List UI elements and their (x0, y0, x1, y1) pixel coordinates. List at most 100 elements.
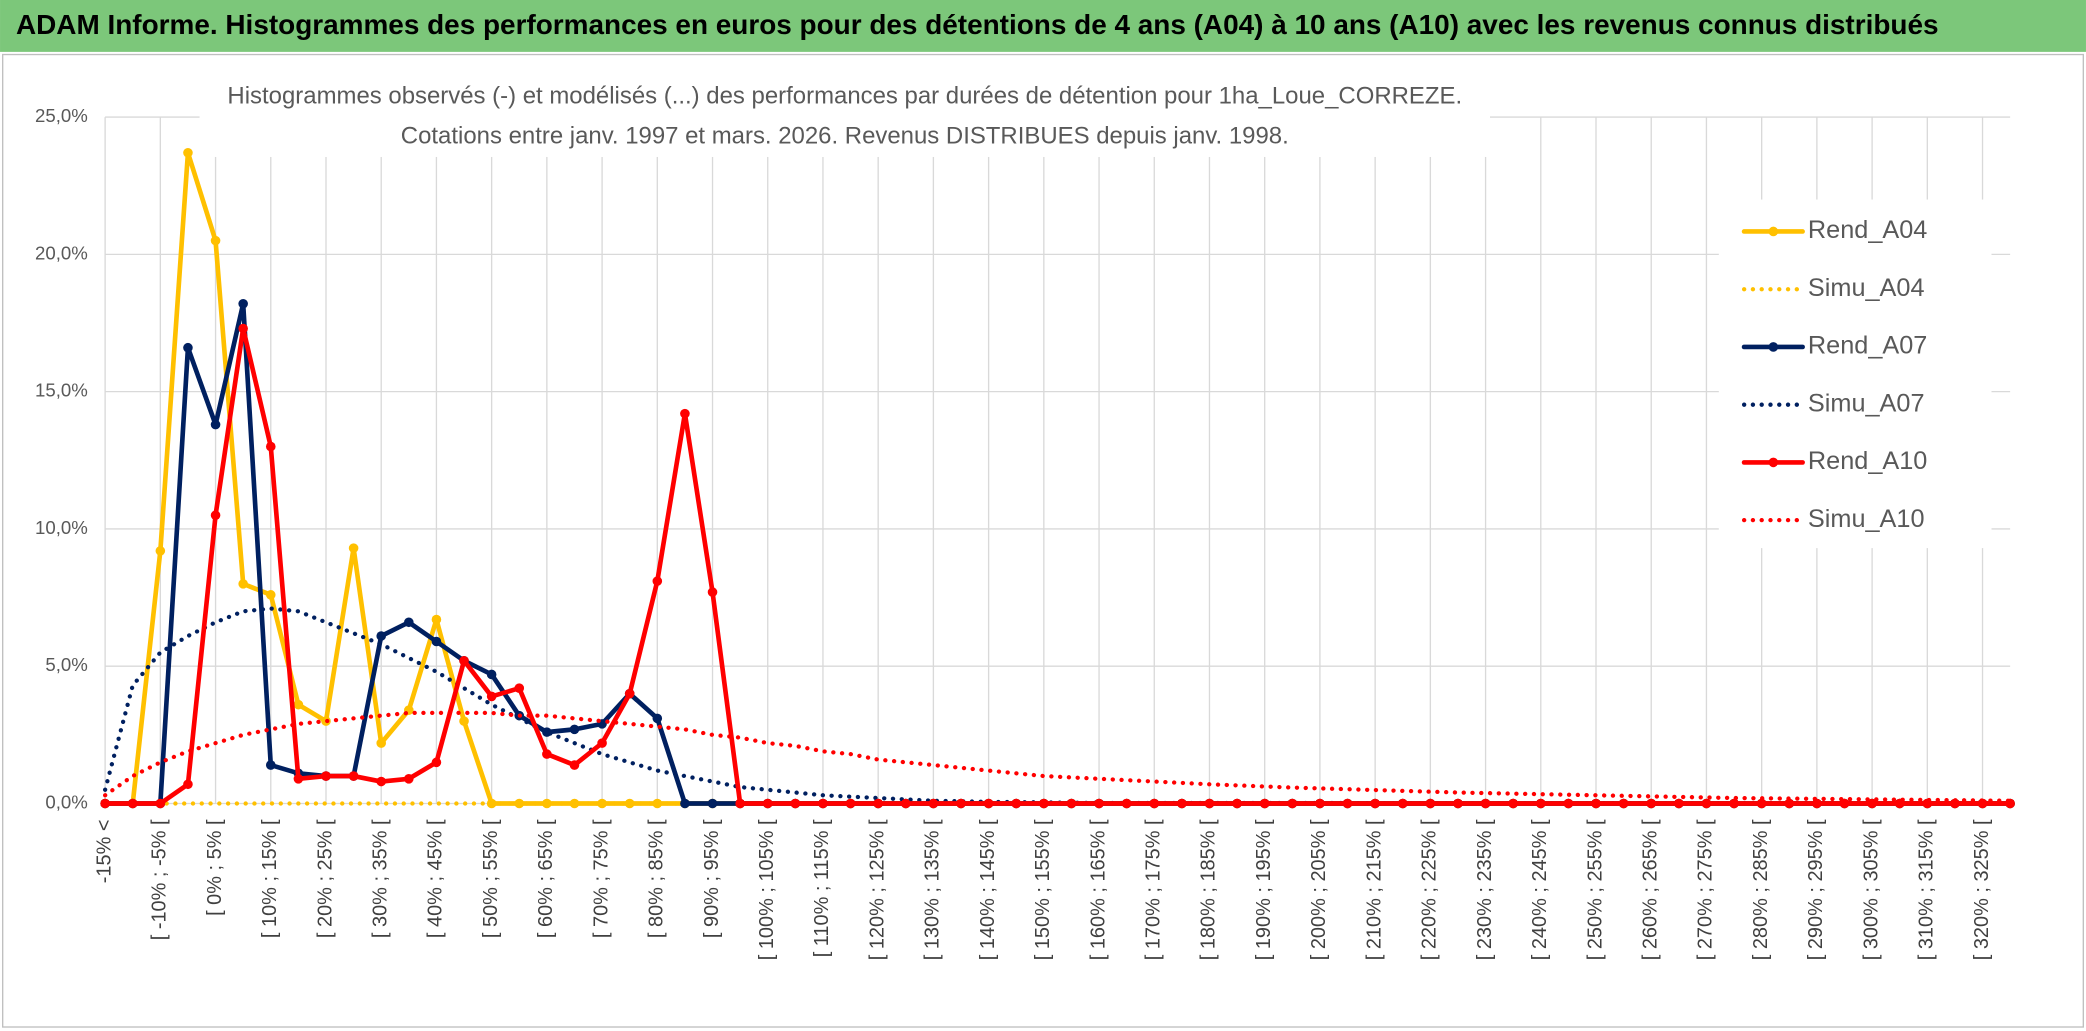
point (597, 738, 607, 748)
point (210, 235, 221, 246)
point (1729, 798, 1739, 809)
x-tick-label: [ 50% ; 55% [ (480, 819, 502, 938)
x-tick-label: [ 170% ; 175% [ (1143, 819, 1165, 960)
x-tick-label: [ 240% ; 245% [ (1529, 819, 1551, 960)
x-tick-label: [ 100% ; 105% [ (756, 819, 778, 960)
x-tick-label: [ 30% ; 35% [ (369, 819, 391, 938)
point (735, 798, 745, 809)
point (183, 779, 193, 790)
legend-marker (1768, 226, 1779, 237)
x-tick-label: [ 60% ; 65% [ (535, 819, 557, 938)
point (928, 798, 939, 809)
point (707, 798, 718, 809)
point (431, 614, 442, 625)
legend-box (1718, 199, 1992, 549)
y-tick-label: 15,0% (35, 380, 88, 401)
x-tick-label: [ 270% ; 275% [ (1695, 819, 1717, 960)
point (486, 669, 497, 680)
point (1425, 798, 1436, 809)
legend-marker (1768, 457, 1779, 468)
point (542, 798, 552, 809)
point (790, 798, 801, 809)
y-tick-label: 5,0% (45, 654, 87, 675)
point (431, 757, 442, 768)
point (624, 688, 635, 699)
point (1397, 798, 1408, 809)
point (1812, 798, 1822, 809)
x-tick-label: [ 40% ; 45% [ (425, 819, 447, 938)
point (1039, 798, 1049, 809)
legend-label: Rend_A07 (1808, 332, 1927, 360)
x-tick-label: [ 80% ; 85% [ (646, 819, 668, 938)
x-tick-label: [ 90% ; 95% [ (701, 819, 723, 938)
point (1618, 798, 1629, 809)
point (1536, 798, 1546, 809)
x-tick-label: [ 10% ; 15% [ (259, 819, 281, 938)
point (514, 683, 525, 693)
point (1149, 798, 1160, 809)
header-title: ADAM Informe. Histogrammes des performan… (16, 9, 1939, 40)
x-tick-label: [ 320% ; 325% [ (1971, 819, 1993, 960)
x-tick-label: [ 110% ; 115% [ (811, 819, 833, 957)
point (1287, 798, 1298, 809)
point (983, 798, 994, 809)
x-tick-label: [ 280% ; 285% [ (1750, 819, 1772, 960)
point (873, 798, 883, 809)
point (1066, 798, 1077, 809)
point (956, 798, 966, 809)
legend-label: Simu_A04 (1808, 274, 1925, 302)
point (238, 323, 248, 334)
x-tick-label: [ -10% ; -5% [ (149, 819, 171, 940)
point (404, 774, 414, 784)
point (376, 776, 387, 787)
x-tick-label: [ 180% ; 185% [ (1198, 819, 1220, 960)
point (431, 636, 442, 647)
point (238, 298, 248, 309)
point (265, 590, 276, 600)
point (183, 342, 193, 353)
point (1453, 798, 1463, 809)
point (652, 713, 663, 724)
point (1756, 798, 1767, 809)
legend-label: Simu_A07 (1808, 389, 1925, 417)
point (1563, 798, 1574, 809)
point (1259, 798, 1270, 809)
point (486, 691, 497, 702)
x-tick-label: [ 290% ; 295% [ (1805, 819, 1827, 960)
x-tick-label: [ 300% ; 305% [ (1860, 819, 1882, 960)
x-tick-label: [ 230% ; 235% [ (1474, 819, 1496, 960)
point (680, 798, 690, 809)
x-tick-label: [ 70% ; 75% [ (590, 819, 612, 938)
header-bar (0, 0, 2086, 52)
x-tick-label: [ 310% ; 315% [ (1916, 819, 1938, 960)
x-tick-label: [ 200% ; 205% [ (1308, 819, 1330, 960)
point (1204, 798, 1215, 809)
point (293, 774, 304, 784)
point (1867, 798, 1877, 809)
point (569, 724, 580, 735)
point (265, 441, 276, 452)
y-tick-label: 20,0% (35, 242, 88, 263)
point (1646, 798, 1657, 809)
x-tick-label: [ 260% ; 265% [ (1639, 819, 1661, 960)
chart-subtitle: Cotations entre janv. 1997 et mars. 2026… (401, 122, 1289, 149)
x-tick-label: [ 120% ; 125% [ (866, 819, 888, 960)
x-tick-label: [ 220% ; 225% [ (1419, 819, 1441, 960)
point (1011, 798, 1022, 809)
point (1480, 798, 1491, 809)
point (1591, 798, 1601, 809)
y-tick-label: 25,0% (35, 105, 88, 126)
legend-marker (1768, 342, 1779, 352)
legend-label: Rend_A10 (1808, 447, 1927, 475)
point (707, 587, 718, 597)
x-tick-label: [ 130% ; 135% [ (922, 819, 944, 960)
x-tick-label: [ 0% ; 5% [ (204, 819, 226, 916)
point (569, 798, 580, 809)
point (1839, 798, 1850, 809)
x-tick-label: [ 150% ; 155% [ (1032, 819, 1054, 960)
point (818, 798, 828, 809)
x-tick-label: [ 210% ; 215% [ (1363, 819, 1385, 960)
point (210, 510, 221, 520)
point (597, 798, 607, 809)
